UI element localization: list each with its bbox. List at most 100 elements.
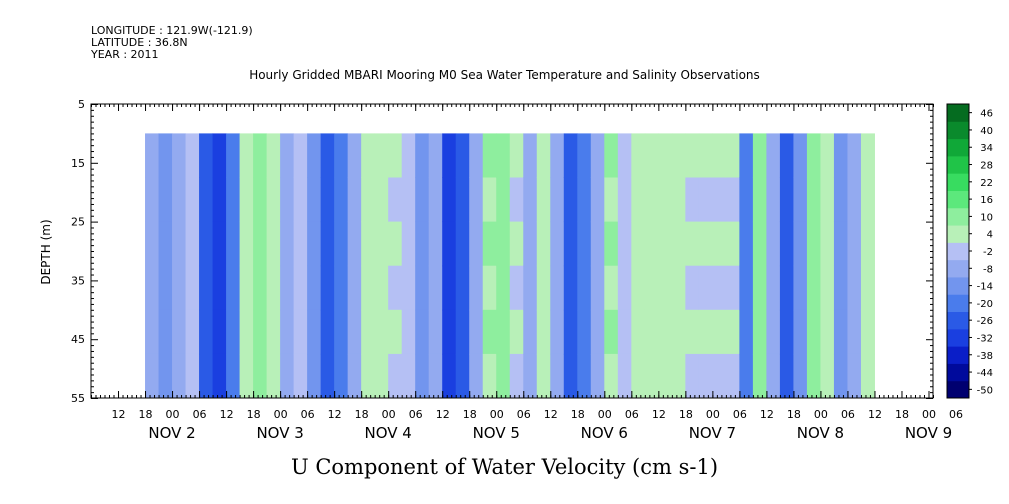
heatmap-cell — [226, 133, 241, 178]
x-day-label: NOV 6 — [581, 424, 628, 442]
x-tick-label: 18 — [571, 408, 585, 421]
heatmap-cell — [577, 177, 592, 223]
heatmap-cell — [185, 265, 200, 311]
heatmap-cell — [671, 309, 686, 355]
heatmap-cell — [604, 353, 619, 399]
heatmap-cell — [779, 133, 794, 178]
heatmap-cell — [266, 221, 281, 267]
heatmap-cell — [280, 309, 295, 355]
heatmap-cell — [253, 133, 268, 178]
heatmap-cell — [388, 309, 403, 355]
heatmap-cell — [307, 353, 322, 399]
heatmap-cell — [293, 353, 308, 399]
heatmap-cell — [347, 265, 362, 311]
heatmap-cell — [172, 353, 187, 399]
heatmap-cell — [658, 309, 673, 355]
heatmap-cell — [307, 309, 322, 355]
x-day-label: NOV 8 — [797, 424, 844, 442]
heatmap-cell — [253, 353, 268, 399]
heatmap-cell — [739, 353, 754, 399]
heatmap-cell — [590, 221, 605, 267]
heatmap-cell — [563, 177, 578, 223]
heatmap-cell — [509, 353, 524, 399]
heatmap-cell — [212, 353, 227, 399]
heatmap-cell — [860, 133, 875, 178]
heatmap-cell — [361, 265, 376, 311]
colorbar-label: 22 — [980, 178, 993, 189]
heatmap-cell — [415, 353, 430, 399]
heatmap-cell — [266, 353, 281, 399]
heatmap-cell — [226, 265, 241, 311]
x-tick-label: 00 — [166, 408, 180, 421]
heatmap-cell — [482, 221, 497, 267]
heatmap-cell — [199, 265, 214, 311]
heatmap-cells — [145, 133, 875, 399]
heatmap-cell — [766, 353, 781, 399]
heatmap-cell — [766, 133, 781, 178]
heatmap-cell — [820, 221, 835, 267]
heatmap-cell — [550, 309, 565, 355]
heatmap-cell — [685, 265, 700, 311]
x-tick-label: 12 — [436, 408, 450, 421]
heatmap-cell — [266, 133, 281, 178]
heatmap-cell — [766, 265, 781, 311]
heatmap-cell — [779, 353, 794, 399]
x-tick-label: 06 — [409, 408, 423, 421]
heatmap-cell — [374, 353, 389, 399]
heatmap-cell — [590, 309, 605, 355]
heatmap-cell — [374, 177, 389, 223]
heatmap-cell — [793, 177, 808, 223]
heatmap-cell — [185, 133, 200, 178]
colorbar-swatch — [947, 225, 969, 243]
heatmap-cell — [145, 309, 160, 355]
heatmap-cell — [226, 353, 241, 399]
heatmap-cell — [550, 133, 565, 178]
colorbar-swatch — [947, 311, 969, 330]
heatmap-cell — [496, 309, 511, 355]
heatmap-cell — [509, 221, 524, 267]
x-axis-label: U Component of Water Velocity (cm s-1) — [290, 455, 719, 479]
colorbar-swatch — [947, 346, 969, 364]
colorbar-swatch — [947, 380, 969, 399]
heatmap-cell — [658, 133, 673, 178]
y-tick-label: 15 — [71, 157, 85, 170]
heatmap-cell — [239, 177, 254, 223]
heatmap-cell — [455, 353, 470, 399]
heatmap-cell — [199, 221, 214, 267]
x-day-label: NOV 9 — [905, 424, 952, 442]
heatmap-cell — [482, 309, 497, 355]
heatmap-cell — [563, 133, 578, 178]
heatmap-cell — [455, 133, 470, 178]
heatmap-cell — [158, 177, 173, 223]
heatmap-cell — [779, 265, 794, 311]
x-tick-label: 06 — [301, 408, 315, 421]
heatmap-cell — [320, 133, 335, 178]
colorbar-label: 40 — [980, 126, 993, 137]
x-tick-label: 06 — [193, 408, 207, 421]
heatmap-cell — [185, 177, 200, 223]
heatmap-cell — [482, 353, 497, 399]
heatmap-cell — [860, 265, 875, 311]
heatmap-cell — [226, 177, 241, 223]
heatmap-cell — [293, 221, 308, 267]
chart-title: Hourly Gridded MBARI Mooring M0 Sea Wate… — [249, 68, 760, 82]
heatmap-cell — [361, 309, 376, 355]
heatmap-cell — [415, 309, 430, 355]
heatmap-cell — [428, 309, 443, 355]
heatmap-cell — [293, 133, 308, 178]
heatmap-cell — [590, 265, 605, 311]
heatmap-cell — [671, 221, 686, 267]
heatmap-cell — [334, 265, 349, 311]
heatmap-cell — [550, 177, 565, 223]
x-tick-label: 18 — [679, 408, 693, 421]
heatmap-cell — [752, 133, 767, 178]
heatmap-cell — [401, 133, 416, 178]
heatmap-cell — [671, 177, 686, 223]
heatmap-cell — [388, 177, 403, 223]
heatmap-cell — [199, 177, 214, 223]
heatmap-cell — [604, 265, 619, 311]
heatmap-cell — [212, 265, 227, 311]
x-day-label: NOV 5 — [473, 424, 520, 442]
heatmap-cell — [334, 221, 349, 267]
